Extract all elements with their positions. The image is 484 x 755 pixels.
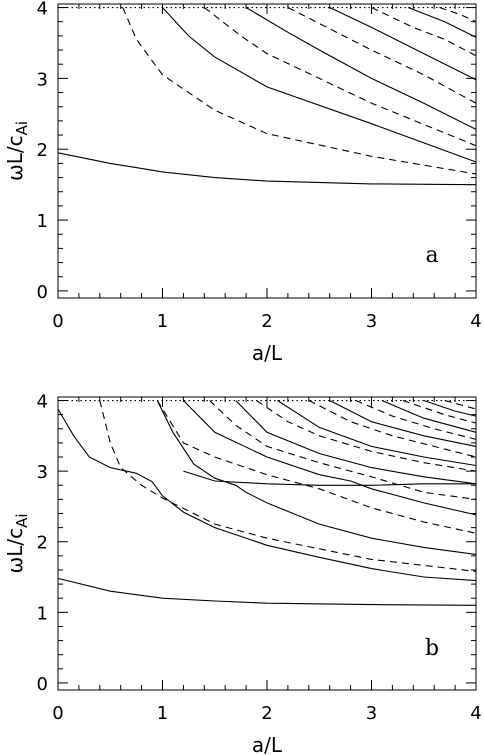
solid-curve [183,400,477,516]
solid-curve [407,6,477,38]
y-tick-label: 3 [37,69,48,90]
y-tick-label: 0 [37,674,48,695]
x-tick-label: 1 [157,311,168,332]
panel-label: b [425,636,439,661]
x-tick-label: 4 [470,703,481,724]
y-tick-label: 4 [37,0,48,20]
solid-curve [329,7,477,81]
solid-curve [423,399,477,417]
dashed-curve [256,400,477,472]
x-axis-title: a/L [252,341,283,365]
y-axis-title-subscript: Ai [13,513,31,527]
chart-panel-a: 0 1 2 3 4 0 1 2 3 4 a/L ωL/cAi a [3,0,482,365]
dashed-curve [402,399,477,424]
x-tick-label: 2 [261,311,272,332]
dashed-curve [122,7,477,175]
solid-curve [235,400,477,485]
y-axis-title: ωL/cAi [3,513,31,573]
y-tick-label: 1 [37,603,48,624]
x-tick-label: 3 [366,311,377,332]
solid-curve [183,470,476,486]
y-tick-label: 2 [37,140,48,161]
x-tick-label: 0 [52,703,63,724]
y-tick-label: 4 [37,392,48,413]
solid-curve [245,7,477,130]
chart-panel-b: 0 1 2 3 4 0 1 2 3 4 a/L ωL/cAi b [3,392,482,755]
dashed-curve [444,399,477,410]
x-tick-label: 0 [52,311,63,332]
x-axis-title: a/L [252,733,283,755]
y-axis-title: ωL/cAi [3,121,31,181]
dashed-curve [203,7,477,147]
y-tick-label: 1 [37,211,48,232]
solid-curve [381,399,477,433]
x-tick-label: 4 [470,311,481,332]
solid-curve [57,577,477,606]
y-axis-title-main: ωL/c [3,528,27,574]
dashed-curve [156,400,477,534]
dashed-curve [308,400,477,458]
dashed-curve [209,400,477,500]
dashed-curve [371,7,477,57]
dashed-curve [287,7,477,104]
x-tick-label: 2 [261,703,272,724]
solid-curve [156,400,477,555]
solid-curve [329,400,477,447]
y-axis-title-subscript: Ai [13,121,31,135]
dashed-curve [439,6,477,23]
y-axis-title-main: ωL/c [3,135,27,181]
dashed-curve [99,400,477,572]
solid-curve [57,152,477,186]
solid-curve [277,400,477,467]
y-tick-label: 3 [37,462,48,483]
solid-curve [162,7,477,163]
x-tick-label: 3 [366,703,377,724]
dashed-curve [355,399,477,440]
panel-label: a [425,243,438,268]
y-tick-label: 0 [37,282,48,303]
solid-curve [57,408,477,582]
y-tick-label: 2 [37,533,48,554]
x-tick-label: 1 [157,703,168,724]
